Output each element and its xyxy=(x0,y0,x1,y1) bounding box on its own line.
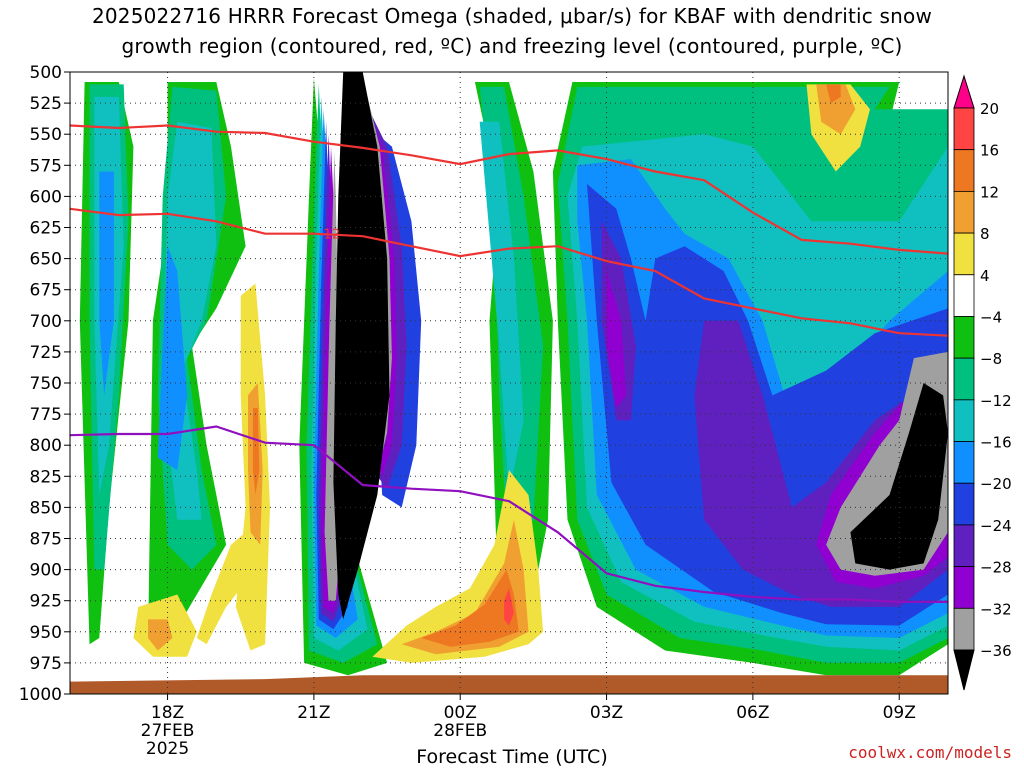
colorbar-swatch-7 xyxy=(953,357,975,401)
colorbar-label-8: −16 xyxy=(980,434,1012,452)
colorbar-label-4: 4 xyxy=(980,267,990,285)
colorbar-swatch-11 xyxy=(953,524,975,568)
omega-shading xyxy=(79,72,948,676)
omega-region-neg32-0 xyxy=(606,271,627,408)
x-tick-label-18-1: 27FEB xyxy=(141,721,195,741)
y-tick-label-600: 600 xyxy=(30,187,62,207)
colorbar-swatch-1 xyxy=(953,107,975,151)
omega-region-12-1 xyxy=(421,569,519,647)
y-tick-label-550: 550 xyxy=(30,125,62,145)
colorbar-label-0: 20 xyxy=(980,100,999,118)
colorbar-label-11: −28 xyxy=(980,559,1012,577)
colorbar-label-3: 8 xyxy=(980,225,990,243)
x-tick-label-21-0: 21Z xyxy=(297,703,330,723)
x-tick-label-27-0: 03Z xyxy=(590,703,623,723)
colorbar-label-1: 16 xyxy=(980,142,999,160)
colorbar-swatch-12 xyxy=(953,566,975,609)
y-tick-label-825: 825 xyxy=(30,467,62,487)
y-tick-label-775: 775 xyxy=(30,405,62,425)
contour-line-2 xyxy=(70,425,948,603)
colorbar-label-5: −4 xyxy=(980,308,1002,326)
omega-region-8-3 xyxy=(816,84,856,135)
colorbar-swatch-6 xyxy=(953,316,975,359)
contour-label: -12 xyxy=(319,228,340,243)
omega-region-12-0 xyxy=(252,407,260,495)
x-axis-label: Forecast Time (UTC) xyxy=(416,746,608,768)
x-tick-label-24-0: 00Z xyxy=(444,703,477,723)
y-tick-label-625: 625 xyxy=(30,219,62,239)
y-tick-label-675: 675 xyxy=(30,281,62,301)
colorbar-label-6: −8 xyxy=(980,350,1002,368)
credit-link[interactable]: coolwx.com/models xyxy=(848,743,1012,762)
y-tick-label-950: 950 xyxy=(30,623,62,643)
x-tick-label-33-0: 09Z xyxy=(883,703,916,723)
chart-title-line2: growth region (contoured, red, ºC) and f… xyxy=(121,34,903,58)
y-tick-label-925: 925 xyxy=(30,592,62,612)
ground-surface xyxy=(70,675,948,694)
y-tick-label-975: 975 xyxy=(30,654,62,674)
y-tick-label-725: 725 xyxy=(30,343,62,363)
colorbar: 20 16 12 8 4 −4 −8 −12 −16 −20 −24 −28 −32 −36 xyxy=(953,74,1012,691)
omega-region-black-0 xyxy=(333,72,390,620)
omega-region-16-0 xyxy=(504,588,514,626)
y-tick-label-900: 900 xyxy=(30,561,62,581)
omega-region-4-2 xyxy=(196,532,246,645)
omega-region-neg16-2 xyxy=(479,121,524,496)
colorbar-swatch-13 xyxy=(953,607,975,651)
colorbar-swatch-10 xyxy=(953,482,975,526)
contour-line-0 xyxy=(70,124,948,255)
colorbar-label-10: −24 xyxy=(980,517,1012,535)
y-tick-label-500: 500 xyxy=(30,63,62,83)
contour-line-1 xyxy=(70,207,948,337)
y-tick-label-700: 700 xyxy=(30,312,62,332)
omega-region-8-1 xyxy=(148,619,173,651)
x-tick-label-18-2: 2025 xyxy=(146,739,189,759)
y-tick-label-575: 575 xyxy=(30,156,62,176)
x-tick-label-30-0: 06Z xyxy=(736,703,769,723)
colorbar-label-13: −36 xyxy=(980,642,1012,660)
grid-lines xyxy=(70,72,948,694)
ground-fill xyxy=(70,675,948,694)
x-tick-label-18-0: 18Z xyxy=(151,703,184,723)
colorbar-label-2: 12 xyxy=(980,183,999,201)
y-tick-label-750: 750 xyxy=(30,374,62,394)
y-tick-label-850: 850 xyxy=(30,498,62,518)
colorbar-label-12: −32 xyxy=(980,600,1012,618)
y-tick-label-875: 875 xyxy=(30,530,62,550)
colorbar-swatch-8 xyxy=(953,399,975,442)
temperature-contours: -12 xyxy=(70,124,948,603)
colorbar-bottom-arrow xyxy=(953,649,975,691)
colorbar-swatch-4 xyxy=(953,232,975,276)
colorbar-swatch-2 xyxy=(953,149,975,192)
colorbar-label-7: −12 xyxy=(980,392,1012,410)
omega-region-black-1 xyxy=(850,383,948,570)
y-tick-label-525: 525 xyxy=(30,94,62,114)
colorbar-top-arrow xyxy=(953,74,975,109)
y-tick-label-800: 800 xyxy=(30,436,62,456)
colorbar-swatch-9 xyxy=(953,441,975,484)
colorbar-swatch-5 xyxy=(953,274,975,317)
chart-title-line1: 2025022716 HRRR Forecast Omega (shaded, … xyxy=(91,4,933,28)
y-tick-label-1000: 1000 xyxy=(19,685,62,705)
colorbar-swatch-3 xyxy=(953,190,975,234)
y-tick-label-650: 650 xyxy=(30,250,62,270)
y-axis: 500 525 550 575 600 625 650 675 700 725 750 775 800 8… xyxy=(19,63,70,705)
x-tick-label-24-1: 28FEB xyxy=(433,721,487,741)
colorbar-label-9: −20 xyxy=(980,475,1012,493)
omega-region-12-2 xyxy=(826,84,841,104)
